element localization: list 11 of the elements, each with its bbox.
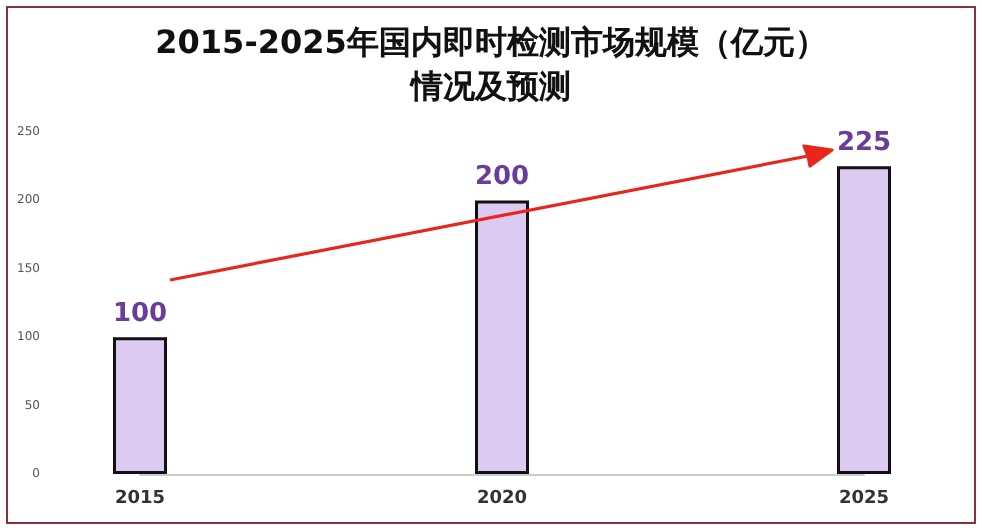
bar bbox=[113, 337, 167, 474]
bar bbox=[837, 166, 891, 474]
x-tick-label: 2015 bbox=[114, 489, 166, 509]
chart-subtitle: 情况及预测 bbox=[409, 67, 571, 105]
chart-title: 2015-2025年国内即时检测市场规模（亿元） bbox=[155, 23, 827, 61]
bar bbox=[475, 200, 529, 474]
data-label: 200 bbox=[474, 162, 530, 193]
x-tick-label: 2020 bbox=[476, 489, 528, 509]
data-label: 225 bbox=[836, 128, 892, 159]
data-label: 100 bbox=[112, 299, 168, 330]
x-tick-label: 2025 bbox=[838, 489, 890, 509]
